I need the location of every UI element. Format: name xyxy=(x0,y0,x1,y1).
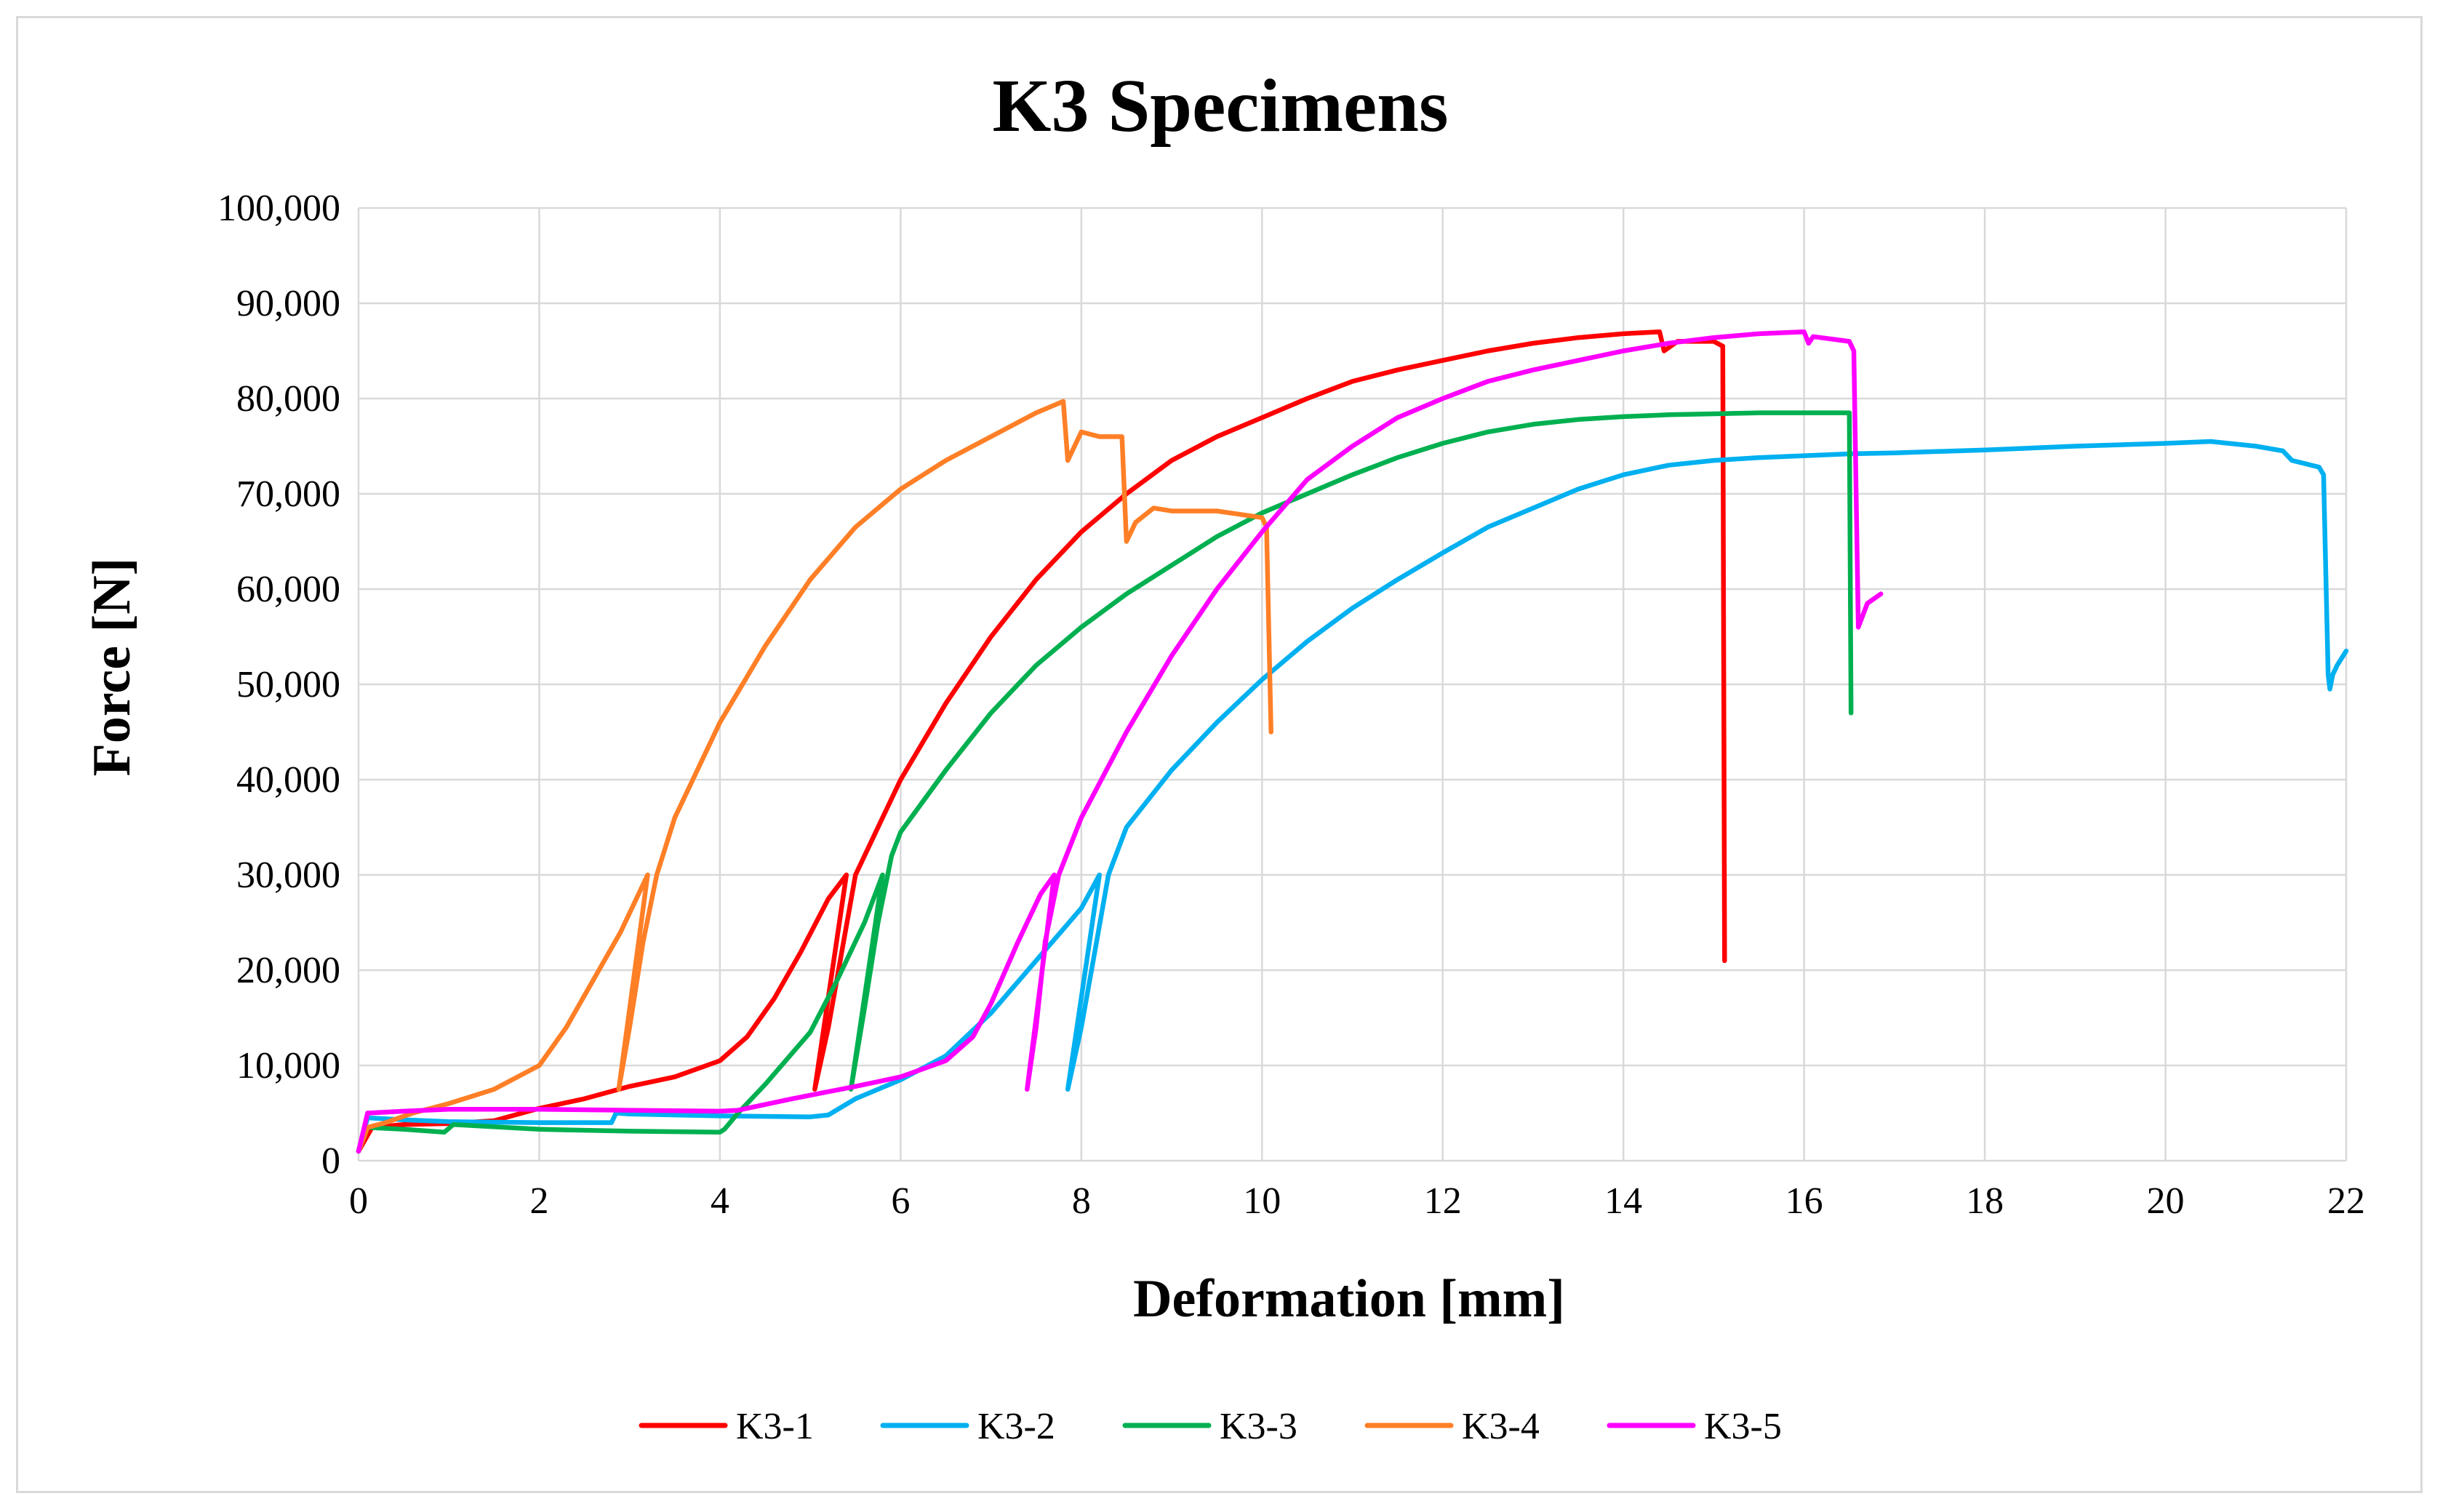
x-axis-title: Deformation [mm] xyxy=(1133,1269,1565,1329)
y-tick-label: 90,000 xyxy=(236,283,340,324)
y-tick-label: 40,000 xyxy=(236,759,340,801)
tick-layer: 0 10,000 20,000 30,000 40,000 50,000 60,000 70,… xyxy=(217,188,2365,1222)
x-tick-label: 12 xyxy=(1424,1180,1462,1222)
grid-layer xyxy=(357,207,2348,1162)
x-tick-label: 20 xyxy=(2147,1180,2185,1222)
y-tick-label: 10,000 xyxy=(236,1045,340,1087)
x-tick-label: 16 xyxy=(1785,1180,1823,1222)
series-line-k3-2 xyxy=(356,439,2349,1154)
legend: K3-1 K3-2 K3-3 K3-4 K3-5 xyxy=(639,1406,1782,1447)
x-tick-label: 2 xyxy=(529,1180,548,1222)
x-tick-label: 4 xyxy=(711,1180,729,1222)
series-line-k3-5 xyxy=(356,329,1884,1154)
series-line-k3-3 xyxy=(356,410,1854,1154)
x-tick-label: 10 xyxy=(1243,1180,1281,1222)
y-tick-label: 0 xyxy=(321,1140,340,1182)
x-tick-label: 0 xyxy=(349,1180,368,1222)
legend-label-k3-5: K3-5 xyxy=(1704,1406,1782,1447)
x-tick-label: 6 xyxy=(891,1180,910,1222)
x-tick-label: 18 xyxy=(1966,1180,2004,1222)
y-tick-label: 60,000 xyxy=(236,569,340,610)
x-tick-label: 22 xyxy=(2327,1180,2365,1222)
y-tick-label: 80,000 xyxy=(236,378,340,420)
legend-label-k3-4: K3-4 xyxy=(1462,1406,1540,1447)
x-tick-label: 14 xyxy=(1604,1180,1642,1222)
series-line-k3-1 xyxy=(356,329,1727,1154)
y-tick-label: 20,000 xyxy=(236,950,340,991)
y-tick-label: 30,000 xyxy=(236,855,340,896)
legend-label-k3-3: K3-3 xyxy=(1220,1406,1297,1447)
series-line-k3-4 xyxy=(356,399,1273,1154)
y-tick-label: 50,000 xyxy=(236,664,340,705)
y-axis-title: Force [N] xyxy=(82,558,142,777)
y-tick-label: 70,000 xyxy=(236,473,340,515)
chart-frame xyxy=(16,16,2423,1493)
y-tick-label: 100,000 xyxy=(217,188,340,229)
series-layer xyxy=(356,329,2349,1154)
legend-label-k3-2: K3-2 xyxy=(977,1406,1055,1447)
legend-label-k3-1: K3-1 xyxy=(736,1406,814,1447)
x-tick-label: 8 xyxy=(1072,1180,1091,1222)
chart-title: K3 Specimens xyxy=(993,64,1449,148)
